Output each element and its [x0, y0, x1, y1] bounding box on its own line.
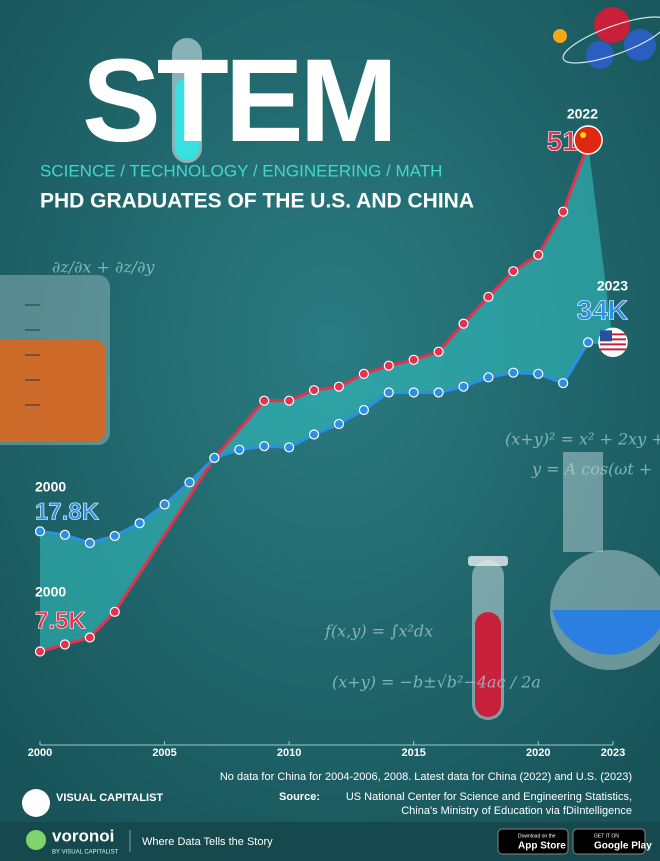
point	[84, 632, 95, 643]
equation: ∂z/∂x + ∂z/∂y	[52, 258, 155, 277]
point	[408, 354, 419, 365]
point	[34, 526, 46, 537]
point	[159, 499, 170, 510]
source-line: US National Center for Science and Engin…	[346, 791, 632, 803]
point	[184, 477, 195, 488]
badge-small: Download on the	[518, 833, 556, 839]
point	[109, 606, 120, 617]
test-tube-illustration	[468, 556, 508, 720]
app-store-badge[interactable]: Download on the App Store	[497, 828, 569, 855]
label-year: 2022	[567, 106, 598, 122]
atom-illustration	[553, 7, 660, 69]
x-tick-label: 2020	[526, 747, 550, 759]
equation: f(x,y) = ∫x²dx	[324, 622, 433, 641]
point	[109, 530, 120, 542]
point	[383, 387, 394, 398]
subtitle: SCIENCE / TECHNOLOGY / ENGINEERING / MAT…	[40, 161, 442, 180]
publisher: VISUAL CAPITALIST	[56, 792, 163, 804]
title: STEM	[82, 35, 394, 167]
heading: PHD GRADUATES OF THE U.S. AND CHINA	[40, 190, 474, 213]
point	[458, 381, 469, 392]
x-tick-label: 2000	[28, 747, 52, 759]
us-flag-canton	[600, 330, 612, 342]
point	[558, 206, 569, 217]
point	[358, 368, 369, 379]
x-tick-label: 2015	[401, 747, 425, 759]
point	[408, 387, 419, 398]
point	[308, 385, 320, 396]
value-label: 34K	[577, 294, 628, 325]
china-flag-star	[580, 132, 587, 138]
google-play-badge[interactable]: GET IT ON Google Play	[572, 828, 652, 855]
badge-small: GET IT ON	[594, 833, 619, 839]
label-year: 2000	[35, 479, 66, 495]
point	[308, 429, 320, 440]
x-tick-label: 2023	[601, 747, 625, 759]
point	[508, 367, 519, 378]
point	[533, 249, 544, 260]
value-label: 17.8K	[35, 498, 100, 525]
flask-illustration	[550, 452, 660, 670]
gap-area	[40, 144, 613, 652]
equation: (x+y)² = x² + 2xy + y	[505, 430, 660, 449]
title-test-tube	[172, 38, 202, 163]
source-label: Source:	[279, 791, 320, 803]
point	[209, 452, 220, 463]
equations: ∂z/∂x + ∂z/∂y (x+y)² = x² + 2xy + y y = A …	[52, 258, 660, 692]
equation: (x+y) = −b±√b²−4ac / 2a	[332, 673, 541, 692]
publisher-logo: VISUAL CAPITALIST	[22, 789, 163, 817]
point	[59, 529, 71, 540]
x-tick-label: 2005	[152, 747, 176, 759]
point	[508, 266, 519, 277]
equation: y = A cos(ωt +	[531, 460, 652, 479]
point	[433, 346, 444, 357]
point	[458, 318, 469, 329]
x-tick-label: 2010	[277, 747, 301, 759]
plot: 2000 2005 2010 2015 2020 202320007.5K202251K2…	[28, 106, 629, 759]
point	[333, 381, 345, 392]
point	[433, 387, 444, 398]
badge-big: Google Play	[594, 841, 652, 852]
tagline: Where Data Tells the Story	[142, 836, 273, 848]
point	[383, 360, 394, 371]
point	[558, 378, 569, 389]
note: No data for China for 2004-2006, 2008. L…	[220, 771, 632, 783]
badge-big: App Store	[518, 841, 566, 852]
point	[234, 444, 245, 455]
beaker-illustration	[0, 275, 110, 445]
point	[134, 518, 145, 529]
point	[333, 418, 345, 430]
point	[483, 291, 494, 302]
source-line: China's Ministry of Education via fDiInt…	[401, 805, 632, 817]
point	[259, 441, 270, 452]
label-year: 2023	[597, 278, 628, 294]
point	[34, 646, 46, 657]
point	[259, 395, 270, 406]
point	[284, 395, 295, 406]
value-label: 7.5K	[35, 607, 86, 634]
point	[582, 337, 594, 348]
app-by: BY VISUAL CAPITALIST	[52, 850, 119, 856]
label-year: 2000	[35, 584, 66, 600]
app-logo	[26, 830, 46, 850]
china-flag	[573, 125, 603, 155]
app-name: voronoi	[52, 826, 114, 845]
point	[358, 404, 369, 416]
point	[483, 372, 494, 383]
point	[284, 442, 295, 453]
point	[59, 639, 71, 650]
point	[533, 368, 544, 379]
point	[84, 537, 95, 549]
